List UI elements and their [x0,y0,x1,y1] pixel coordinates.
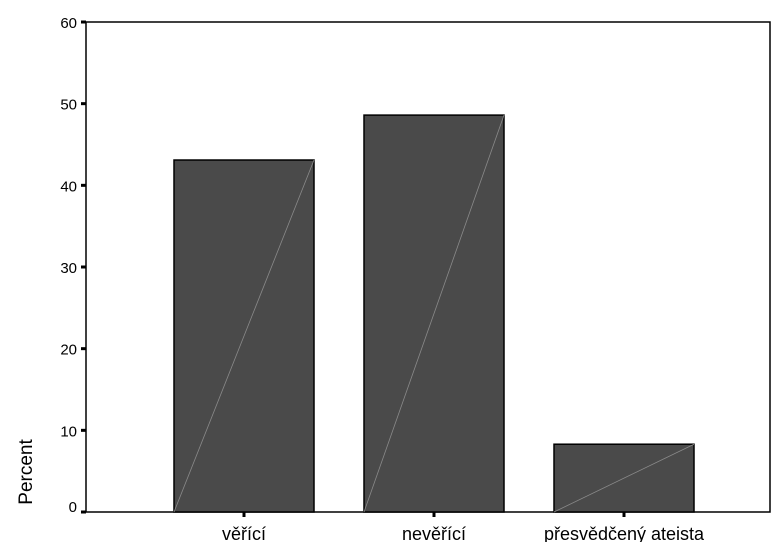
y-tick-label: 50 [60,97,77,114]
y-tick-label: 60 [60,15,77,32]
y-axis-title: Percent [16,439,37,505]
y-tick-label: 30 [60,260,77,277]
bar-highlight-line [173,159,315,513]
category-labels: věřící nevěřící přesvědčený ateista [222,524,705,542]
bars-group [173,114,695,513]
y-tick-label: 0 [69,499,77,516]
y-tick-label: 10 [60,423,77,440]
x-axis-ticks [242,512,626,517]
y-axis-ticks: 0 10 20 30 40 50 60 [60,15,86,516]
y-tick-label: 40 [60,178,77,195]
x-category-label: věřící [222,524,266,542]
bar-highlight-line [363,114,505,513]
bar-highlight-line [553,443,695,513]
y-tick-label: 20 [60,342,77,359]
x-category-label: nevěřící [402,524,466,542]
x-category-label: přesvědčený ateista [544,524,705,542]
